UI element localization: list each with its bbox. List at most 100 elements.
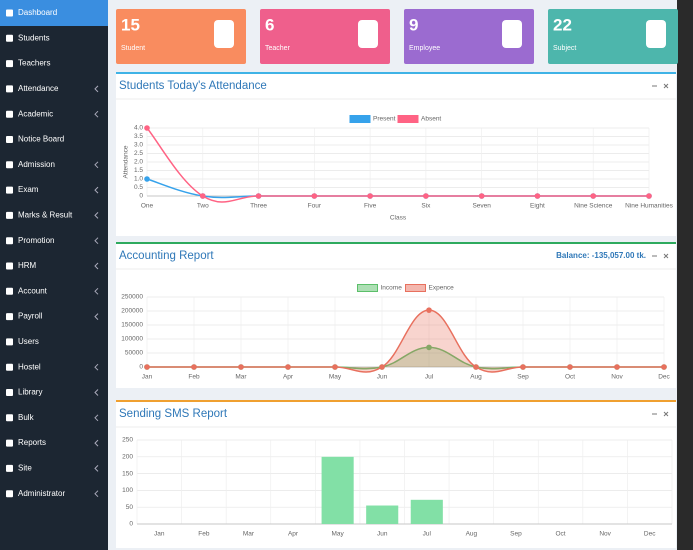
menu-icon (6, 9, 13, 17)
submenu-chevron (94, 465, 99, 472)
point (238, 364, 244, 370)
stat-box (260, 9, 390, 64)
y-tick-label: 2.5 (134, 150, 143, 157)
stat-label: Student (121, 45, 145, 52)
x-tick-label: One (141, 203, 154, 210)
submenu-chevron (94, 85, 99, 93)
legend-label: Absent (421, 116, 441, 123)
x-axis-label: Class (390, 215, 407, 222)
x-tick-label: Jun (377, 531, 388, 538)
menu-item[interactable]: Academic (18, 109, 53, 118)
menu-icon (6, 464, 13, 472)
area (147, 310, 664, 373)
x-tick-label: Feb (188, 374, 200, 381)
x-tick-label: Oct (565, 374, 575, 381)
y-tick-label: 100 (122, 487, 133, 494)
menu-item[interactable]: Attendance (18, 84, 59, 93)
menu-icon (6, 338, 13, 346)
menu-item[interactable]: Promotion (18, 236, 54, 245)
point (426, 307, 432, 313)
active-item (0, 0, 108, 26)
menu-item[interactable]: Users (18, 337, 39, 346)
submenu-chevron (94, 161, 99, 169)
x-tick-label: Nov (611, 374, 623, 381)
menu-item[interactable]: HRM (18, 261, 37, 270)
stat-label: Teacher (265, 45, 291, 52)
point (614, 364, 620, 370)
menu-item[interactable]: Library (18, 388, 42, 397)
menu-icon (6, 186, 13, 194)
menu-item[interactable]: Dashboard (18, 8, 57, 17)
menu-item[interactable]: Account (18, 286, 48, 295)
x-tick-label: Feb (198, 531, 210, 538)
legend-swatch (397, 115, 419, 123)
panel (116, 400, 676, 548)
x-tick-label: Three (250, 203, 267, 210)
legend-swatch (405, 284, 426, 292)
x-tick-label: Eight (530, 203, 545, 210)
y-tick-label: 250 (122, 437, 133, 444)
submenu-chevron (94, 414, 99, 422)
stat-box (548, 9, 678, 64)
stat-value: 22 (553, 15, 572, 34)
point (520, 364, 526, 370)
stat-value: 15 (121, 15, 140, 34)
menu-item[interactable]: Reports (18, 438, 46, 447)
x-tick-label: Nine Science (574, 203, 613, 210)
menu-icon (6, 211, 13, 219)
submenu-chevron (94, 186, 99, 194)
x-tick-label: Apr (288, 531, 299, 538)
menu-icon (6, 161, 13, 169)
point (426, 344, 432, 351)
y-tick-label: 0 (139, 193, 143, 200)
menu-icon (6, 439, 13, 447)
stat-icon (358, 20, 378, 48)
close-button[interactable] (663, 411, 669, 417)
menu-item[interactable]: Notice Board (18, 135, 64, 144)
menu-icon (6, 262, 13, 270)
x-tick-label: Six (421, 203, 431, 210)
menu-item[interactable]: Bulk (18, 413, 35, 422)
submenu-chevron (94, 237, 99, 245)
x-tick-label: May (329, 374, 342, 381)
x-tick-label: Oct (555, 531, 565, 538)
point (367, 193, 373, 199)
menu-item[interactable]: Hostel (18, 362, 41, 371)
menu-item[interactable]: Payroll (18, 312, 43, 321)
menu-icon (6, 85, 13, 93)
x-tick-label: Apr (283, 374, 294, 381)
y-tick-label: 50000 (125, 350, 143, 357)
submenu-chevron (94, 363, 99, 371)
point (255, 193, 262, 199)
submenu-chevron (94, 212, 99, 219)
menu-item[interactable]: Marks & Result (18, 211, 73, 220)
stat-box (404, 9, 534, 64)
menu-item[interactable]: Admission (18, 160, 55, 169)
panel-accent (116, 400, 676, 402)
y-tick-label: 200000 (121, 308, 143, 315)
menu-item[interactable]: Exam (18, 185, 39, 194)
y-tick-label: 4.0 (134, 125, 143, 132)
point (473, 364, 479, 370)
balance: Balance: -135,057.00 tk. (556, 251, 646, 260)
stat-icon (646, 20, 666, 48)
x-tick-label: Two (197, 203, 209, 210)
legend-swatch (349, 115, 371, 123)
point (311, 193, 318, 199)
stat-icon (502, 20, 522, 48)
menu-item[interactable]: Students (18, 33, 50, 42)
close-button[interactable] (663, 83, 669, 89)
menu-item[interactable]: Site (18, 464, 32, 473)
menu-item[interactable]: Teachers (18, 59, 50, 68)
x-tick-label: Jun (377, 374, 388, 381)
close-button[interactable] (663, 253, 669, 259)
submenu-chevron (94, 313, 99, 320)
sidebar (0, 0, 108, 550)
menu-item[interactable]: Administrator (18, 489, 65, 498)
y-tick-label: 2.0 (134, 159, 143, 166)
point (567, 364, 573, 370)
y-tick-label: 150000 (121, 322, 143, 329)
y-tick-label: 150 (122, 470, 133, 477)
point (332, 364, 338, 370)
point (144, 125, 150, 131)
